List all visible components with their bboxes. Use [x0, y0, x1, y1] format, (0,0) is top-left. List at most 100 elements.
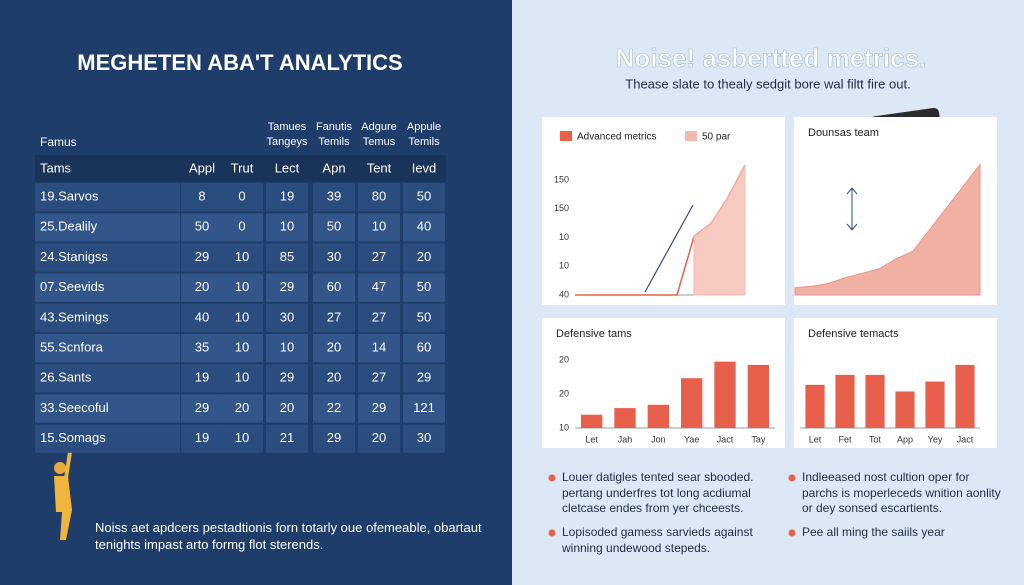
- bar: [747, 364, 769, 428]
- table-cell: 39: [327, 189, 341, 204]
- bar: [835, 374, 855, 428]
- table-cell: 80: [372, 189, 386, 204]
- left-footer: Noiss aet apdcers pestadtionis forn tota…: [95, 520, 482, 552]
- table-row: [35, 424, 180, 453]
- table-cell: 10: [235, 249, 249, 264]
- team-name: 26.Sants: [40, 370, 92, 385]
- team-name: 25.Dealily: [40, 219, 98, 234]
- table-cell-bg: [358, 243, 400, 272]
- area: [794, 163, 981, 296]
- table-cell-bg: [358, 183, 400, 212]
- bar: [614, 408, 636, 428]
- x-tick-label: App: [897, 434, 913, 444]
- bar: [681, 378, 703, 428]
- table-cell-bg: [358, 303, 400, 332]
- column-header: Apn: [322, 160, 345, 175]
- y-tick-label: 40: [559, 289, 569, 299]
- table-cell: 29: [195, 249, 209, 264]
- table-cell: 0: [238, 189, 245, 204]
- table-cell: 50: [417, 189, 431, 204]
- bar: [895, 391, 915, 428]
- legend-label: Advanced metrics: [577, 132, 656, 143]
- table-cell: 60: [327, 279, 341, 294]
- table-cell-bg: [266, 424, 308, 453]
- note: Pee all ming the saiils year: [802, 525, 945, 539]
- table-cell: 10: [235, 340, 249, 355]
- team-name: 24.Stanigss: [40, 249, 108, 264]
- table-cell: 50: [195, 219, 209, 234]
- table-cell-bg: [313, 243, 355, 272]
- table-cell: 10: [235, 279, 249, 294]
- table-cell-bg: [181, 213, 223, 242]
- table-cell: 20: [372, 430, 386, 445]
- table-corner: Famus: [40, 135, 77, 149]
- team-name: 07.Seevids: [40, 279, 105, 294]
- arrow-icon: [846, 187, 858, 231]
- table-cell-bg: [403, 424, 445, 453]
- team-name: 19.Sarvos: [40, 189, 99, 204]
- table-cell: 29: [372, 400, 386, 415]
- table-cell-bg: [181, 364, 223, 393]
- table-cell-bg: [181, 394, 223, 423]
- table-cell-bg: [313, 213, 355, 242]
- table-cell: 27: [372, 249, 386, 264]
- table-cell-bg: [313, 183, 355, 212]
- table-cell: 121: [413, 400, 435, 415]
- column-header: Ievd: [412, 160, 437, 175]
- y-tick-label: 10: [559, 232, 569, 242]
- team-name: 33.Seecoful: [40, 400, 109, 415]
- table-cell: 35: [195, 340, 209, 355]
- table-cell-bg: [181, 303, 223, 332]
- table-cell-bg: [358, 394, 400, 423]
- table-cell: 22: [327, 400, 341, 415]
- group-header: Tamues Tangeys: [266, 121, 308, 148]
- table-cell-bg: [313, 364, 355, 393]
- area: [693, 164, 746, 296]
- table-cell: 20: [235, 400, 249, 415]
- table-cell: 20: [417, 249, 431, 264]
- table-cell-bg: [403, 183, 445, 212]
- x-tick-label: Jact: [957, 434, 974, 444]
- table-cell: 50: [417, 309, 431, 324]
- chart-title: Defensive temacts: [808, 328, 899, 340]
- table-cell-bg: [403, 243, 445, 272]
- table-row: [35, 243, 180, 272]
- table-cell-bg: [313, 334, 355, 363]
- table-cell: 20: [195, 279, 209, 294]
- table-cell-bg: [266, 334, 308, 363]
- x-tick-label: Jah: [618, 434, 633, 444]
- table-cell: 27: [327, 309, 341, 324]
- table-cell-bg: [358, 334, 400, 363]
- table-cell: 19: [195, 370, 209, 385]
- table-row: [35, 334, 180, 363]
- note: Louer datigles tented sear sbooded. pert…: [562, 470, 754, 516]
- header-row: [35, 155, 446, 182]
- table-cell: 20: [280, 400, 294, 415]
- table-cell-bg: [181, 424, 223, 453]
- table-cell: 29: [327, 430, 341, 445]
- table-cell-bg: [403, 394, 445, 423]
- table-cell-bg: [221, 334, 263, 363]
- table-cell-bg: [403, 213, 445, 242]
- x-tick-label: Jon: [651, 434, 666, 444]
- bar: [714, 361, 736, 428]
- table-cell-bg: [221, 303, 263, 332]
- bar: [865, 374, 885, 428]
- table-cell: 19: [280, 189, 294, 204]
- table-cell: 10: [280, 340, 294, 355]
- table-cell: 8: [198, 189, 205, 204]
- table-cell-bg: [403, 273, 445, 302]
- table-row: [35, 273, 180, 302]
- table-cell: 27: [372, 309, 386, 324]
- table-cell-bg: [221, 273, 263, 302]
- x-tick-label: Tot: [869, 434, 882, 444]
- chart-title: Defensive tams: [556, 328, 632, 340]
- note: Indleeased nost cultion oper for parchs …: [802, 470, 1001, 516]
- table-cell: 14: [372, 340, 386, 355]
- group-header: Adgure Temus: [361, 121, 397, 148]
- table-cell: 29: [280, 370, 294, 385]
- table-cell-bg: [266, 213, 308, 242]
- table-cell-bg: [266, 183, 308, 212]
- y-tick-label: 20: [559, 354, 569, 364]
